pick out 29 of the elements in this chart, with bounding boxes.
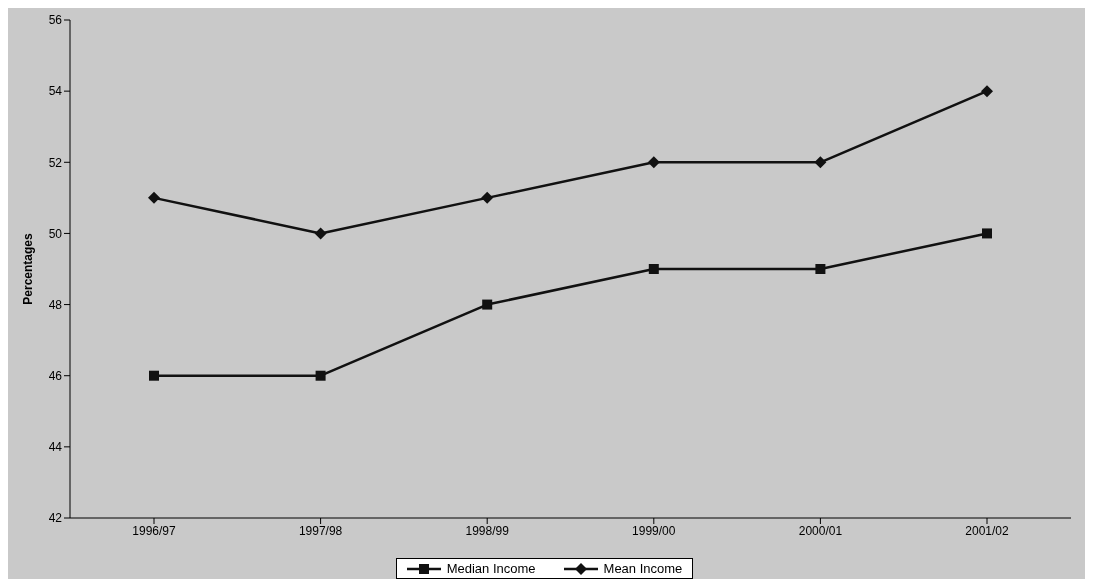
point: [482, 299, 493, 310]
point: [981, 85, 993, 98]
x-tick-label: 1998/99: [465, 523, 510, 538]
y-tick-label: 52: [48, 155, 63, 170]
y-tick-label: 56: [48, 13, 63, 28]
y-tick-label: 50: [48, 226, 63, 241]
point: [314, 227, 327, 240]
point: [648, 264, 659, 274]
y-tick-label: 44: [48, 440, 63, 455]
point: [814, 156, 827, 169]
point: [315, 370, 326, 381]
x-tick-label: 1997/98: [298, 523, 343, 538]
point: [815, 264, 826, 274]
y-tick-label: 46: [48, 368, 63, 383]
point: [149, 370, 159, 381]
x-tick-label: 1999/00: [632, 523, 676, 538]
point: [982, 228, 992, 239]
legend-label: Median Income: [445, 561, 536, 576]
y-tick-label: 42: [48, 511, 63, 526]
legend-label: Mean Income: [602, 561, 683, 576]
y-axis-title: Percentages: [21, 232, 36, 305]
x-tick-label: 1996/97: [132, 523, 177, 538]
point: [481, 191, 494, 204]
y-tick-label: 48: [48, 297, 63, 312]
y-tick-label: 54: [48, 84, 63, 99]
x-tick-label: 2000/01: [798, 523, 843, 538]
x-tick-label: 2001/02: [965, 523, 1010, 538]
point: [647, 156, 660, 169]
point: [148, 191, 160, 204]
